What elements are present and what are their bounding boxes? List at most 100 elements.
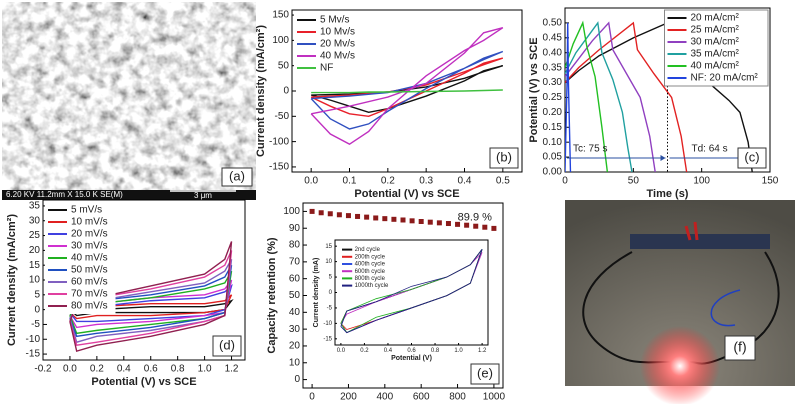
x-axis-label: Potential (V) <box>391 355 432 362</box>
y-tick-label: 50 <box>289 290 301 301</box>
marker <box>419 219 424 224</box>
legend-label: NF <box>320 63 333 74</box>
legend-label: 1000th cycle <box>355 283 389 289</box>
legend-label: 200th cycle <box>355 254 386 260</box>
legend-label: 400th cycle <box>355 262 386 268</box>
y-axis-label: Current density (mA/cm²) <box>6 214 18 346</box>
legend-label: 25 mA/cm² <box>691 25 740 36</box>
y-tick-label: 150 <box>272 10 289 21</box>
marker <box>491 226 496 231</box>
marker <box>355 214 360 219</box>
y-tick-label: 0.40 <box>543 47 563 58</box>
y-tick-label: 0.30 <box>543 77 563 88</box>
x-tick-label: 0.4 <box>384 348 393 354</box>
panel-label: (f) <box>733 339 746 355</box>
photo-panel: (f) <box>565 200 795 404</box>
y-tick-label: 0.35 <box>543 62 563 73</box>
legend-label: 50 mV/s <box>71 265 108 276</box>
y-tick-label: -100 <box>269 136 289 147</box>
y-tick-label: 100 <box>272 35 289 46</box>
marker <box>446 221 451 226</box>
legend-label: 5 mV/s <box>71 205 102 216</box>
y-tick-label: 0.50 <box>543 18 563 29</box>
y-axis-label: Current density (mA/cm²) <box>255 25 267 157</box>
y-tick-label: -10 <box>26 334 41 345</box>
x-tick-label: 0.0 <box>304 176 318 187</box>
x-axis-label: Time (s) <box>647 188 689 200</box>
y-tick-label: 0.00 <box>543 167 563 178</box>
y-tick-label: -150 <box>269 162 289 173</box>
legend-label: 10 Mv/s <box>320 27 355 38</box>
legend-label: 70 mV/s <box>71 289 108 300</box>
panel-label: (a) <box>229 168 245 183</box>
y-tick-label: 0 <box>283 86 289 97</box>
marker <box>373 215 378 220</box>
marker <box>364 215 369 220</box>
annotation: Tc: 75 s <box>573 144 607 155</box>
marker <box>382 216 387 221</box>
y-tick-label: -15 <box>323 336 332 342</box>
y-tick-label: 15 <box>325 244 332 250</box>
legend-label: 60 mV/s <box>71 277 108 288</box>
x-tick-label: 1.0 <box>454 348 463 354</box>
marker <box>401 217 406 222</box>
legend-label: 80 mV/s <box>71 301 108 312</box>
legend-label: 20 mA/cm² <box>691 13 740 24</box>
x-tick-label: 0.2 <box>360 348 369 354</box>
x-tick-label: 400 <box>376 392 393 403</box>
y-tick-label: 0.20 <box>543 107 563 118</box>
y-tick-label: -50 <box>275 111 290 122</box>
x-tick-label: 0.2 <box>90 364 104 375</box>
y-tick-label: 20 <box>289 341 301 352</box>
sem-info: 6.20 KV 11.2mm X 15.0 K SE(M) <box>6 190 123 199</box>
x-axis-label: Potential (V) vs SCE <box>91 376 196 388</box>
legend-label: 40 mA/cm² <box>691 61 740 72</box>
x-tick-label: 1.2 <box>225 364 239 375</box>
y-tick-label: -15 <box>26 349 41 360</box>
marker <box>391 217 396 222</box>
y-tick-label: 0.10 <box>543 137 563 148</box>
y-tick-label: 50 <box>278 60 290 71</box>
y-tick-label: 0.25 <box>543 92 563 103</box>
x-tick-label: 0.4 <box>458 176 472 187</box>
legend-label: 20 Mv/s <box>320 39 355 50</box>
y-tick-label: 40 <box>289 307 301 318</box>
y-tick-label: 100 <box>283 206 300 217</box>
y-tick-label: 25 <box>29 230 41 241</box>
y-tick-label: 0 <box>34 304 40 315</box>
annotation: 89.9 % <box>458 211 492 223</box>
y-tick-label: -5 <box>31 319 40 330</box>
legend-label: 40 Mv/s <box>320 51 355 62</box>
x-tick-label: 0.8 <box>431 348 440 354</box>
x-axis-label: Potential (V) vs SCE <box>354 188 459 200</box>
legend-label: 5 Mv/s <box>320 15 349 26</box>
legend-label: 30 mV/s <box>71 241 108 252</box>
x-tick-label: 0.6 <box>407 348 416 354</box>
x-tick-label: 0.4 <box>117 364 131 375</box>
sem-image-panel: 6.20 KV 11.2mm X 15.0 K SE(M) 3 μm (a) <box>2 2 256 200</box>
legend-label: 35 mA/cm² <box>691 49 740 60</box>
y-tick-label: 30 <box>29 215 41 226</box>
x-tick-label: 100 <box>693 176 710 187</box>
marker <box>464 223 469 228</box>
panel-label: (b) <box>496 149 512 164</box>
x-tick-label: 0.3 <box>419 176 433 187</box>
y-tick-label: 35 <box>29 201 41 212</box>
device <box>630 234 770 249</box>
legend-label: 20 mV/s <box>71 229 108 240</box>
y-axis-label: Potential (V) vs SCE <box>528 37 540 142</box>
y-tick-label: 80 <box>289 240 301 251</box>
y-tick-label: 0.45 <box>543 32 563 43</box>
y-tick-label: 30 <box>289 324 301 335</box>
x-tick-label: 0.2 <box>381 176 395 187</box>
marker <box>310 209 315 214</box>
scale-bar-label: 3 μm <box>194 191 212 200</box>
y-tick-label: 10 <box>289 357 301 368</box>
marker <box>428 220 433 225</box>
legend-label: 2nd cycle <box>355 247 381 253</box>
marker <box>346 213 351 218</box>
panel-label: (e) <box>477 365 493 380</box>
x-tick-label: 0.0 <box>63 364 77 375</box>
y-tick-label: 0 <box>294 374 300 385</box>
